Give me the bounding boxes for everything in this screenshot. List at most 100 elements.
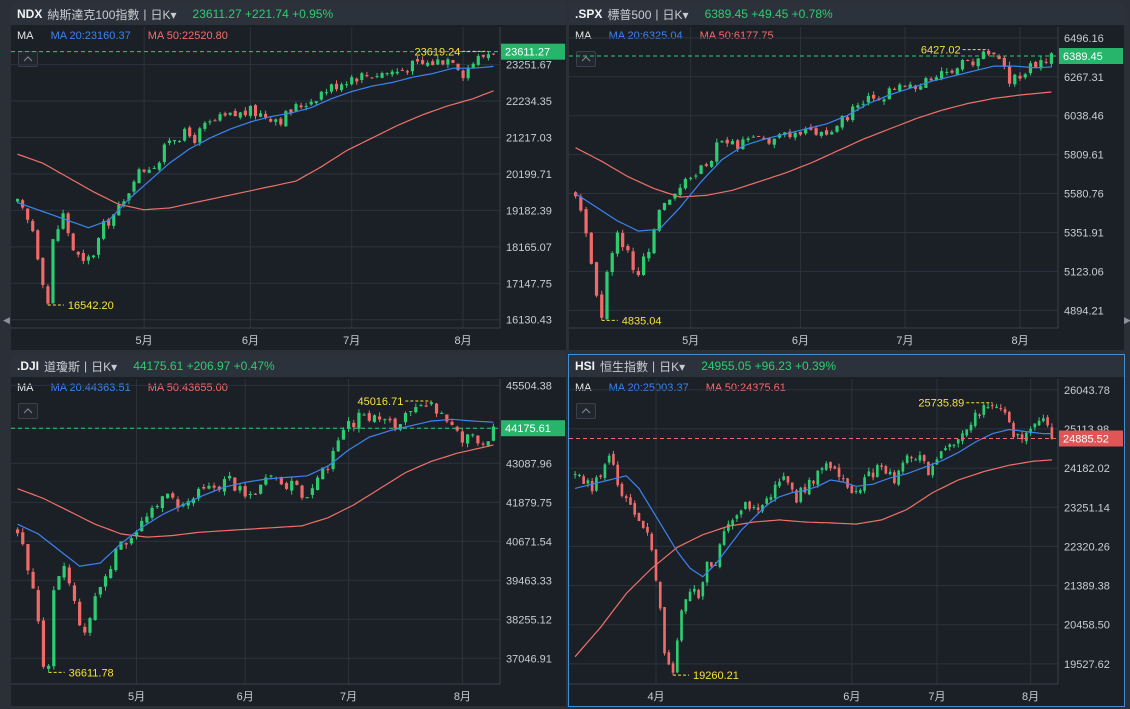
candle-body (248, 105, 253, 116)
candle-body (616, 464, 620, 486)
candle-body (410, 60, 415, 72)
y-tick-label: 19182.39 (506, 205, 552, 217)
symbol-label[interactable]: .DJI (17, 359, 40, 373)
candle-body (481, 443, 485, 445)
candle-body (93, 596, 97, 621)
candle-body (140, 520, 144, 532)
candle-body (667, 652, 671, 665)
candle-body (127, 193, 131, 201)
candle-body (888, 471, 892, 475)
candle-body (212, 485, 216, 488)
candle-body (1020, 434, 1024, 440)
scroll-right-arrow-icon[interactable]: ▶ (1124, 315, 1130, 325)
candle-body (1003, 409, 1007, 413)
candle-body (880, 465, 883, 467)
candle-body (72, 585, 77, 601)
candle-body (134, 532, 139, 537)
candle-body (460, 431, 464, 443)
current-price-badge (1059, 430, 1123, 447)
chart-panel-ndx[interactable]: NDX 納斯達克100指數 | 日K▾ 23611.27 +221.74 +0.… (11, 3, 566, 350)
candle-body (1002, 57, 1006, 68)
candle-body (61, 213, 65, 229)
timeframe-dropdown[interactable]: 日K▾ (662, 7, 689, 22)
candle-body (129, 538, 133, 544)
candle-body (950, 70, 954, 73)
candle-body (51, 239, 55, 304)
chevron-down-icon: ▾ (111, 359, 118, 374)
candle-body (471, 434, 475, 436)
current-price-label: 24885.52 (1063, 434, 1109, 446)
candle-body (893, 472, 896, 484)
collapse-button[interactable] (576, 51, 596, 67)
candle-body (378, 416, 382, 420)
plot-area: 23251.67 22234.35 21217.03 20199.71 19182.39… (11, 27, 565, 347)
candle-body (269, 118, 273, 122)
candle-body (722, 531, 726, 545)
candle-body (782, 476, 786, 480)
collapse-button[interactable] (18, 403, 38, 419)
candle-body (350, 77, 354, 85)
ma-label[interactable]: MA (575, 382, 592, 394)
candle-body (305, 497, 309, 499)
candle-body (390, 71, 394, 75)
candle-body (709, 160, 714, 167)
candle-body (594, 262, 599, 296)
candle-body (582, 476, 585, 485)
candle-body (370, 77, 374, 79)
candle-body (1044, 61, 1048, 63)
candle-body (793, 132, 797, 138)
candle-body (790, 482, 794, 490)
x-tick-label: 6月 (792, 335, 809, 347)
candle-body (971, 61, 975, 66)
candlestick-chart[interactable]: 45504.38 44175.61 43087.96 41879.75 40671.54… (11, 355, 566, 706)
candle-body (910, 456, 913, 459)
candle-body (1013, 74, 1017, 85)
candle-body (751, 136, 755, 138)
candle-body (114, 548, 118, 571)
collapse-button[interactable] (18, 51, 38, 67)
ma-label[interactable]: MA (17, 30, 34, 42)
candle-body (26, 544, 30, 571)
candle-body (903, 85, 907, 87)
x-tick-label: 8月 (454, 691, 471, 703)
timeframe-dropdown[interactable]: 日K▾ (659, 359, 686, 374)
chart-panel-dji[interactable]: .DJI 道瓊斯 | 日K▾ 44175.61 +206.97 +0.47% M… (11, 355, 566, 706)
candle-body (744, 502, 747, 509)
candle-body (718, 544, 722, 567)
y-tick-label: 24182.02 (1064, 463, 1110, 475)
candle-body (15, 198, 20, 202)
timeframe-dropdown[interactable]: 日K▾ (150, 7, 177, 22)
candle-body (107, 219, 111, 226)
candle-body (91, 255, 96, 258)
candle-body (340, 84, 344, 91)
symbol-label[interactable]: NDX (17, 7, 43, 21)
candle-body (725, 139, 729, 144)
candle-body (934, 77, 938, 80)
y-tick-label: 6038.46 (1064, 111, 1104, 123)
candle-body (578, 474, 581, 476)
chart-panel-hsi[interactable]: HSI 恒生指數 | 日K▾ 24955.05 +96.23 +0.39% MA… (568, 354, 1125, 707)
candle-body (429, 402, 433, 405)
x-tick-label: 8月 (1022, 691, 1039, 703)
candle-body (446, 59, 450, 65)
candle-body (142, 169, 146, 172)
scroll-left-arrow-icon[interactable]: ◀ (3, 315, 10, 325)
candlestick-chart[interactable]: 6496.16 6267.31 6038.46 5809.61 5580.76 5351.… (569, 3, 1124, 350)
candlestick-chart[interactable]: 23251.67 22234.35 21217.03 20199.71 19182.39… (11, 3, 566, 350)
candle-body (710, 562, 713, 567)
chevron-down-icon: ▾ (679, 359, 686, 374)
chart-panel-spx[interactable]: .SPX 標普500 | 日K▾ 6389.45 +49.45 +0.78% M… (569, 3, 1124, 350)
low-label: 4835.04 (622, 315, 662, 327)
symbol-label[interactable]: .SPX (575, 7, 603, 21)
collapse-button[interactable] (576, 403, 596, 419)
timeframe-dropdown[interactable]: 日K▾ (91, 359, 118, 374)
candle-body (398, 424, 402, 430)
candle-body (157, 162, 161, 170)
candle-body (730, 141, 735, 145)
ma50-line (17, 444, 494, 538)
candlestick-chart[interactable]: 26043.7825113.9824182.0223251.1422320.26… (569, 355, 1124, 706)
ma-label[interactable]: MA (575, 30, 592, 42)
symbol-label[interactable]: HSI (575, 359, 596, 373)
candle-body (851, 106, 855, 120)
candle-body (415, 59, 420, 62)
